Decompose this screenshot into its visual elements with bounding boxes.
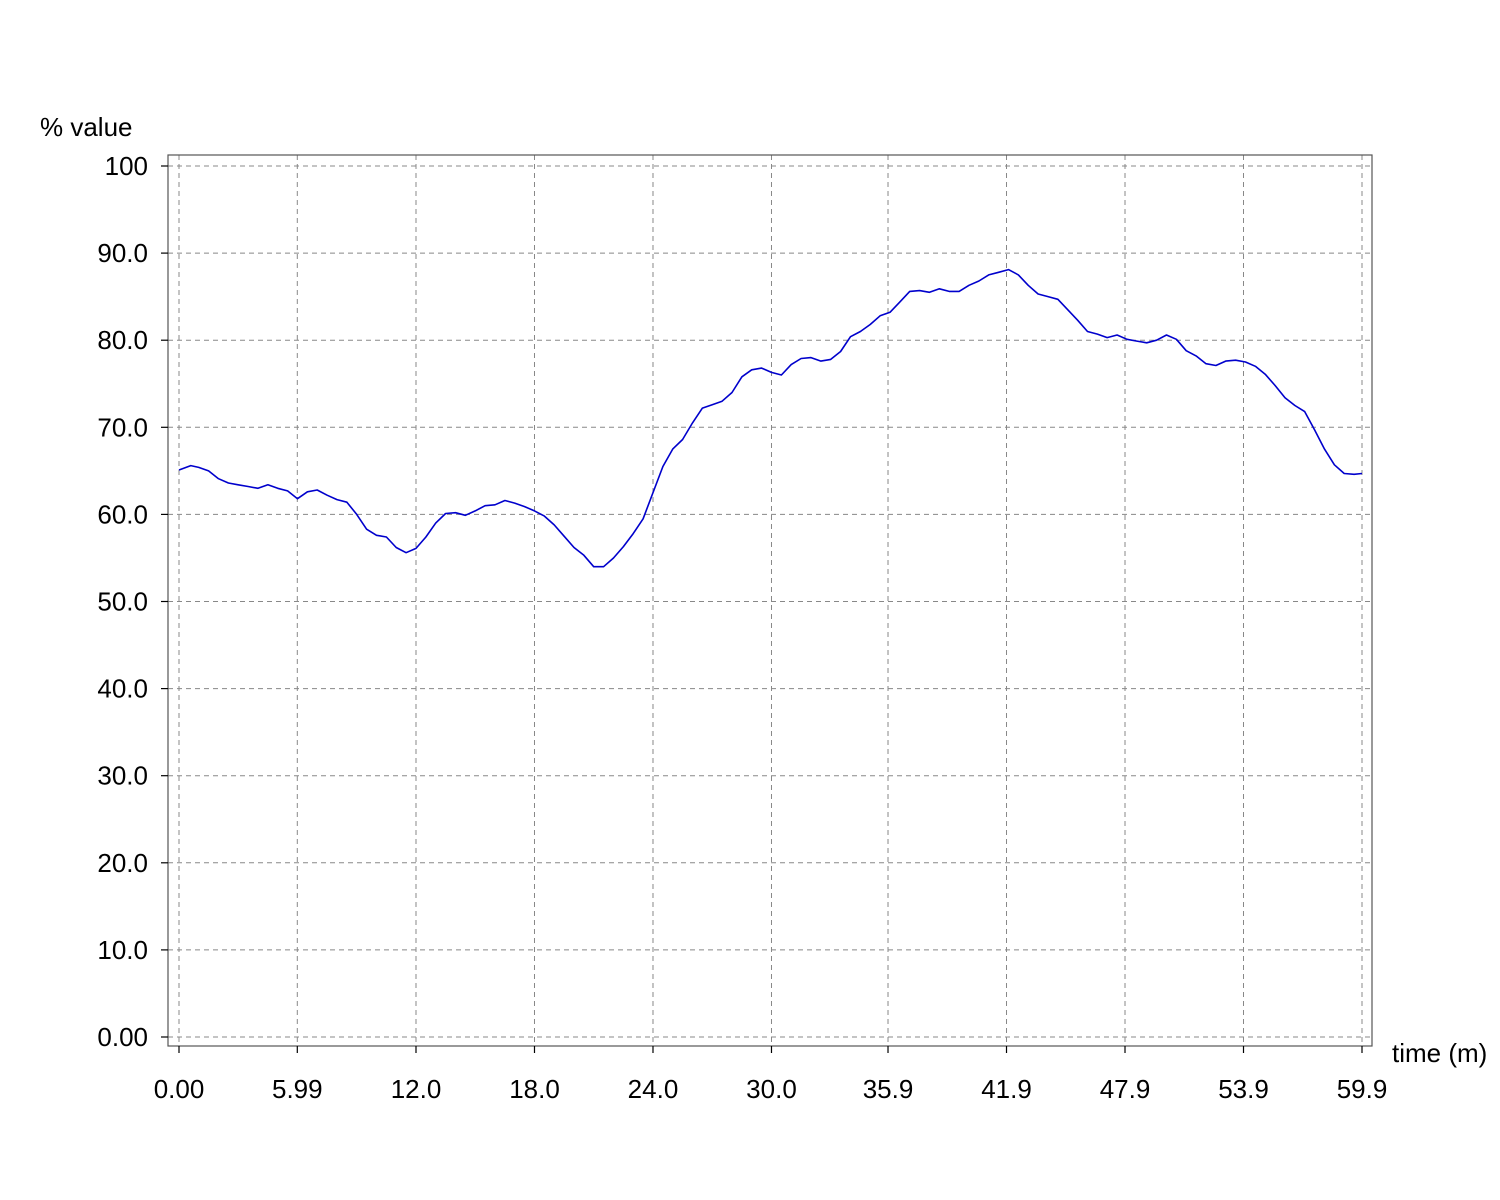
- x-tick-label: 35.9: [863, 1074, 914, 1104]
- x-tick-label: 53.9: [1218, 1074, 1269, 1104]
- y-tick-label: 50.0: [97, 587, 148, 617]
- y-tick-label: 60.0: [97, 499, 148, 529]
- x-tick-label: 41.9: [981, 1074, 1032, 1104]
- y-tick-label: 10.0: [97, 935, 148, 965]
- x-tick-label: 12.0: [391, 1074, 442, 1104]
- ticks: 0.00 5.99 12.0 18.0 24.0 30.0 35.9 41.9 47.9 53.9…: [97, 151, 1387, 1104]
- series-layer: [178, 268, 1363, 568]
- y-tick-label: 90.0: [97, 238, 148, 268]
- x-tick-label: 0.00: [154, 1074, 205, 1104]
- x-tick-label: 5.99: [272, 1074, 323, 1104]
- y-tick-label: 40.0: [97, 674, 148, 704]
- y-tick-label: 20.0: [97, 848, 148, 878]
- x-tick-label: 30.0: [746, 1074, 797, 1104]
- series-line: [178, 268, 1363, 568]
- y-tick-label: 0.00: [97, 1022, 148, 1052]
- y-tick-label: 30.0: [97, 761, 148, 791]
- y-tick-label: 80.0: [97, 325, 148, 355]
- grid: [168, 155, 1372, 1046]
- x-tick-label: 47.9: [1100, 1074, 1151, 1104]
- y-tick-label: 70.0: [97, 412, 148, 442]
- x-tick-label: 18.0: [509, 1074, 560, 1104]
- x-tick-label: 24.0: [628, 1074, 679, 1104]
- y-axis-title: % value: [40, 112, 133, 142]
- x-axis-title: time (m): [1392, 1038, 1487, 1068]
- y-tick-label: 100: [105, 151, 148, 181]
- plot-frame: [167, 154, 1373, 1047]
- x-tick-label: 59.9: [1337, 1074, 1388, 1104]
